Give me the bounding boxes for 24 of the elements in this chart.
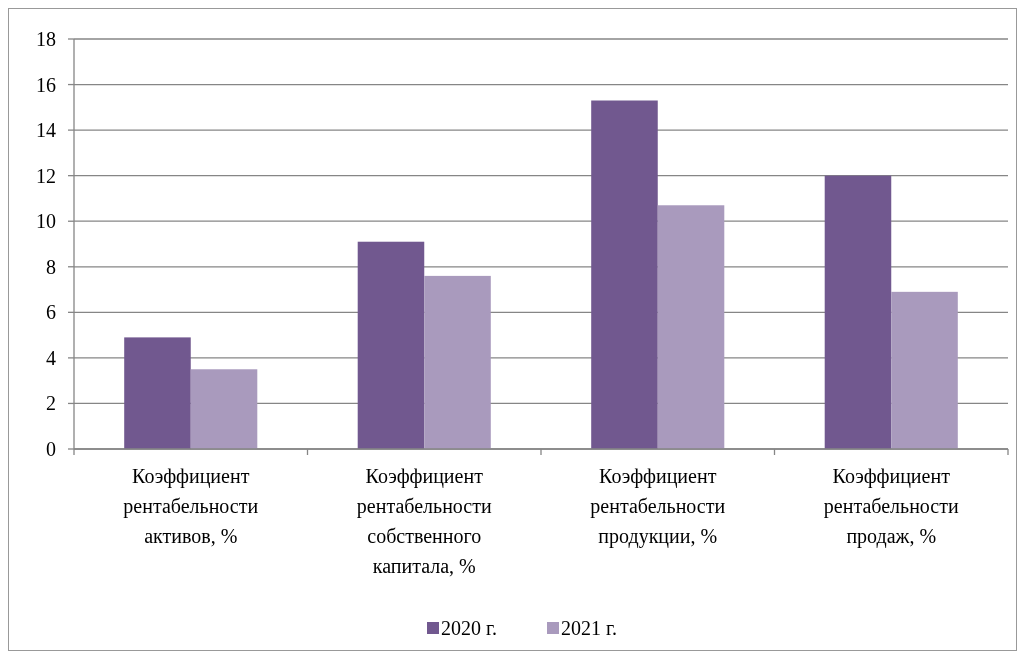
bar bbox=[190, 369, 258, 449]
y-tick-label: 10 bbox=[36, 210, 56, 233]
legend-label: 2021 г. bbox=[561, 617, 617, 639]
bar bbox=[891, 291, 958, 449]
bar bbox=[591, 100, 658, 449]
bar bbox=[124, 337, 191, 449]
y-tick-label: 16 bbox=[36, 73, 56, 96]
y-tick-label: 4 bbox=[46, 346, 56, 369]
y-tick-label: 2 bbox=[46, 392, 56, 415]
y-tick-label: 12 bbox=[36, 164, 56, 187]
x-tick-label: Коэффициент рентабельности активов, % bbox=[123, 465, 259, 547]
x-tick-label: Коэффициент рентабельности собственного капитала, % bbox=[356, 465, 492, 577]
legend-label: 2020 г. bbox=[441, 617, 497, 639]
bar bbox=[657, 205, 725, 449]
y-tick-label: 18 bbox=[36, 28, 56, 50]
y-tick-label: 0 bbox=[46, 438, 56, 460]
bar bbox=[424, 275, 491, 449]
y-tick-label: 6 bbox=[46, 301, 56, 324]
bar bbox=[357, 241, 425, 449]
bar bbox=[824, 175, 892, 449]
y-tick-label: 14 bbox=[36, 119, 56, 142]
x-tick-label: Коэффициент рентабельности продукции, % bbox=[590, 465, 726, 548]
y-tick-label: 8 bbox=[46, 255, 56, 278]
x-tick-label: Коэффициент рентабельности продаж, % bbox=[823, 465, 959, 548]
